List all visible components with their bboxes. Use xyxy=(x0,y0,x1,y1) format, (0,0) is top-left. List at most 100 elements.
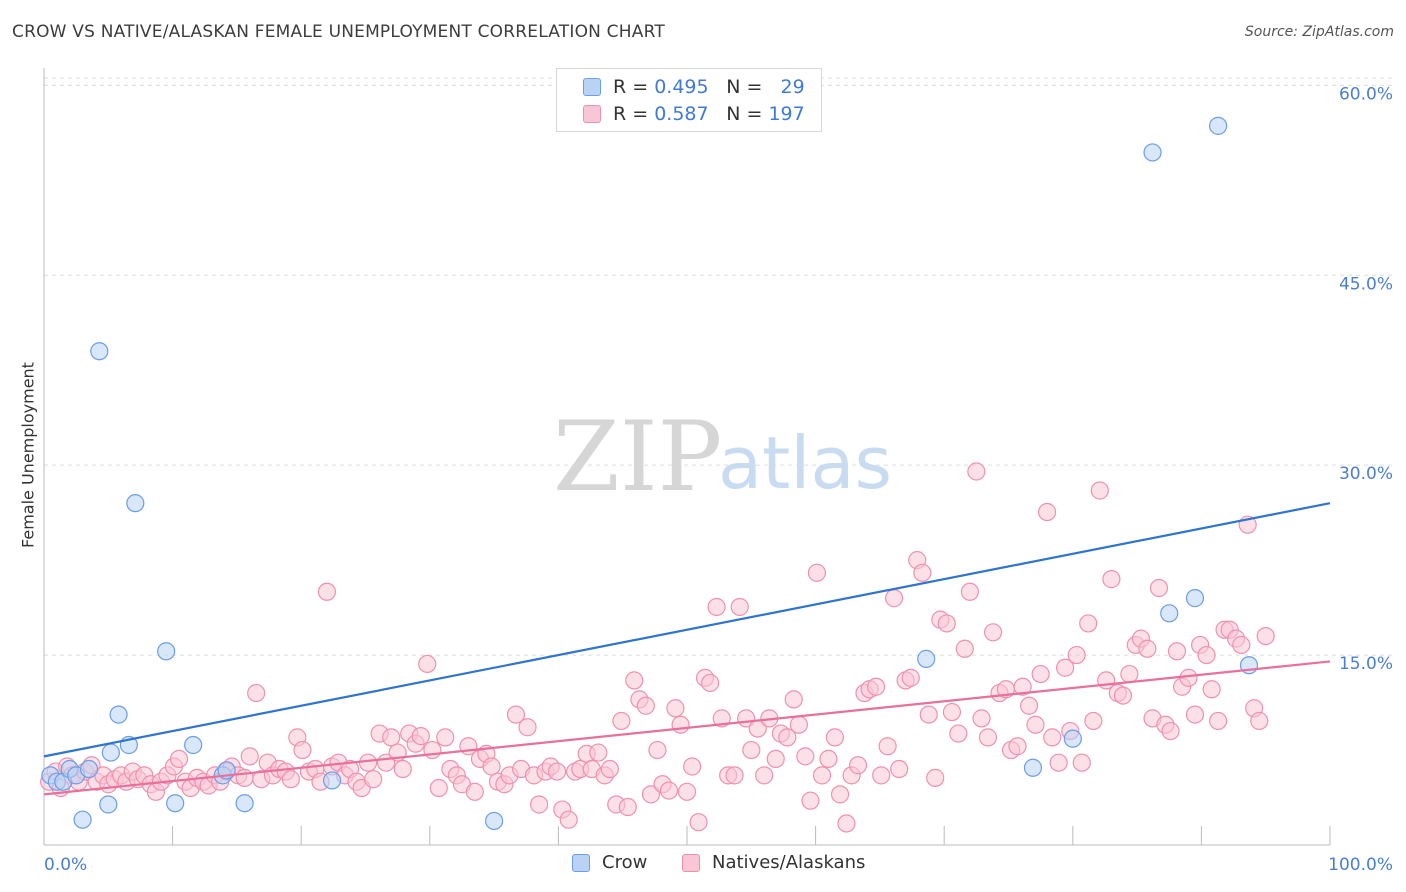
natives-point xyxy=(1067,645,1086,665)
natives-point xyxy=(589,743,608,762)
natives-point xyxy=(1120,664,1139,684)
crow-r-value: 0.495 xyxy=(654,76,709,98)
natives-point xyxy=(1043,728,1062,747)
natives-point xyxy=(618,797,637,817)
natives-point xyxy=(807,563,826,582)
natives-point xyxy=(1161,721,1180,741)
crow-n-value: 29 xyxy=(780,76,805,98)
natives-point xyxy=(1026,715,1045,734)
crow-trend-line xyxy=(43,502,1331,758)
tick-labels: 15.0% 30.0% 45.0% 60.0% 0.0% 100.0% xyxy=(44,84,1393,875)
natives-point xyxy=(382,728,401,747)
natives-point xyxy=(1197,645,1216,665)
natives-point xyxy=(423,740,442,760)
crow-point xyxy=(184,735,203,755)
natives-trend-line xyxy=(43,660,1331,796)
natives-point xyxy=(1090,481,1109,500)
watermark: ZIP atlas xyxy=(553,401,892,513)
grid-lines xyxy=(44,77,1392,656)
natives-point xyxy=(913,563,932,582)
crow-point xyxy=(79,759,99,779)
natives-point xyxy=(358,753,378,772)
natives-point xyxy=(1072,753,1091,772)
natives-point xyxy=(1049,753,1068,772)
source-label: Source: ZipAtlas.com xyxy=(1244,24,1394,40)
natives-point xyxy=(778,728,797,747)
n-label: N = xyxy=(726,76,763,98)
natives-point xyxy=(559,810,578,829)
natives-point xyxy=(1232,635,1251,655)
natives-swatch xyxy=(583,105,601,123)
crow-point xyxy=(1160,604,1179,623)
natives-point xyxy=(819,749,838,769)
natives-point xyxy=(848,756,868,775)
natives-point xyxy=(1250,711,1269,731)
crow-point xyxy=(101,743,120,762)
natives-point xyxy=(937,614,956,633)
natives-point xyxy=(890,759,909,779)
natives-point xyxy=(1138,639,1157,658)
natives-point xyxy=(1179,668,1198,687)
natives-point xyxy=(955,639,974,658)
correlation-legend: R = 0.495 N = 29 R = 0.587 N = 197 xyxy=(556,68,822,132)
crow-point xyxy=(1143,143,1162,162)
natives-point xyxy=(1079,614,1098,633)
natives-point xyxy=(919,705,938,724)
natives-point xyxy=(972,709,991,728)
natives-point xyxy=(755,766,774,785)
axes xyxy=(43,68,1331,846)
crow-point xyxy=(73,810,92,829)
natives-point xyxy=(983,623,1003,642)
trend-lines xyxy=(43,502,1331,796)
natives-point xyxy=(1102,570,1121,589)
natives-point xyxy=(730,597,749,617)
series-legend: Crow Natives/Alaskans xyxy=(0,852,1406,878)
natives-point xyxy=(825,728,844,747)
natives-point xyxy=(796,747,815,766)
natives-point xyxy=(812,766,832,785)
y-tick-label: 45.0% xyxy=(1339,274,1393,294)
r-label: R = xyxy=(613,103,649,125)
crow-swatch xyxy=(583,78,601,96)
natives-point xyxy=(659,781,679,800)
natives-point xyxy=(1113,686,1133,705)
natives-point xyxy=(1019,696,1039,715)
y-tick-label: 15.0% xyxy=(1339,654,1393,674)
natives-point xyxy=(418,654,437,674)
natives-point xyxy=(949,724,968,743)
natives-point xyxy=(884,589,904,608)
natives-point xyxy=(548,762,567,781)
natives-point xyxy=(1013,677,1032,696)
natives-point xyxy=(1008,737,1027,756)
natives-point xyxy=(247,683,266,703)
natives-point xyxy=(1256,626,1275,646)
crow-point xyxy=(157,642,176,661)
natives-point xyxy=(530,795,549,814)
watermark-atlas: atlas xyxy=(718,421,892,505)
natives-point xyxy=(240,747,259,766)
crow-point xyxy=(1209,116,1228,135)
natives-point xyxy=(1031,664,1050,684)
natives-point xyxy=(169,749,189,769)
chart-title: CROW VS NATIVE/ALASKAN FEMALE UNEMPLOYME… xyxy=(12,22,665,42)
crow-point xyxy=(322,771,342,790)
natives-point xyxy=(677,782,697,801)
natives-point xyxy=(1084,711,1103,731)
natives-point xyxy=(801,791,820,810)
natives-point xyxy=(942,702,962,722)
natives-point xyxy=(766,749,785,769)
crow-point xyxy=(1185,589,1205,608)
natives-point xyxy=(784,690,803,709)
natives-point xyxy=(1202,680,1221,699)
natives-r-value: 0.587 xyxy=(654,103,709,125)
crow-points xyxy=(41,116,1259,831)
natives-point xyxy=(926,768,945,787)
legend-row-natives: R = 0.587 N = 197 xyxy=(583,102,805,126)
natives-point xyxy=(671,715,690,734)
natives-point xyxy=(666,699,685,718)
crow-legend-swatch xyxy=(572,853,590,872)
r-label: R = xyxy=(613,76,649,98)
natives-point xyxy=(436,728,455,747)
natives-point xyxy=(1185,705,1205,724)
